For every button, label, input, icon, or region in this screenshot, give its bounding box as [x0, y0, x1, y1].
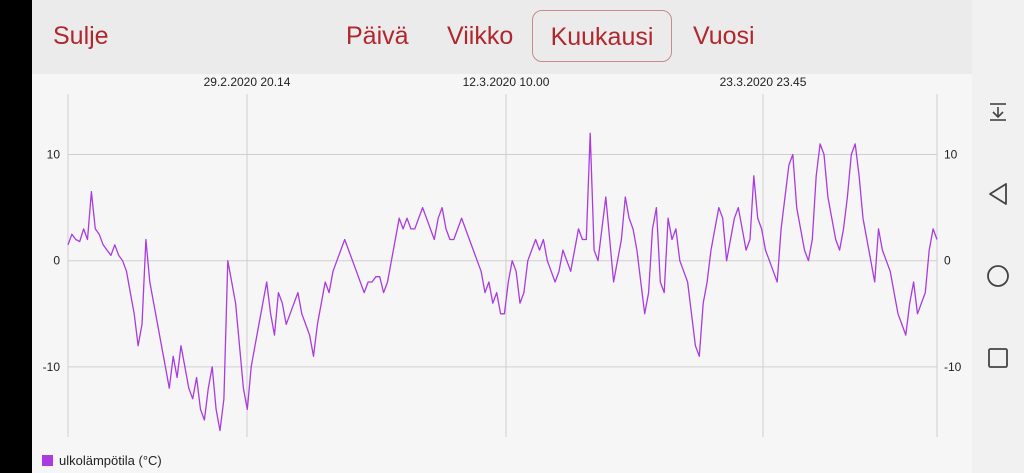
- y-tick-label-left: -10: [43, 360, 61, 374]
- x-tick-label: 12.3.2020 10.00: [463, 75, 550, 89]
- y-tick-label-left: 0: [53, 254, 60, 268]
- close-button[interactable]: Sulje: [53, 10, 109, 62]
- tab-week[interactable]: Viikko: [447, 10, 513, 62]
- home-icon[interactable]: [982, 260, 1014, 292]
- tab-month[interactable]: Kuukausi: [532, 10, 672, 62]
- y-tick-label-right: -10: [944, 360, 962, 374]
- legend-label: ulkolämpötila (°C): [59, 452, 162, 468]
- chart-svg: -10 -10 0 0 10 10 29.2.2020 20.14 12.3.2020 10.…: [43, 75, 962, 437]
- legend: ulkolämpötila (°C): [42, 450, 162, 470]
- tab-day[interactable]: Päivä: [346, 10, 409, 62]
- back-icon[interactable]: [982, 178, 1014, 210]
- y-tick-label-right: 0: [944, 254, 951, 268]
- toolbar: Sulje Päivä Viikko Kuukausi Vuosi: [32, 0, 972, 74]
- x-tick-label: 29.2.2020 20.14: [204, 75, 291, 89]
- y-tick-label-right: 10: [944, 148, 958, 162]
- x-tick-label: 23.3.2020 23.45: [720, 75, 807, 89]
- left-edge: [0, 0, 32, 473]
- system-nav-bar: [972, 0, 1024, 473]
- notification-pulldown-icon[interactable]: [982, 96, 1014, 128]
- recents-icon[interactable]: [982, 342, 1014, 374]
- series-line-ulkolampotila: [67, 132, 938, 432]
- tab-year[interactable]: Vuosi: [693, 10, 755, 62]
- legend-swatch: [42, 454, 53, 466]
- temperature-chart: -10 -10 0 0 10 10 29.2.2020 20.14 12.3.2020 10.…: [32, 74, 972, 473]
- y-tick-label-left: 10: [47, 148, 61, 162]
